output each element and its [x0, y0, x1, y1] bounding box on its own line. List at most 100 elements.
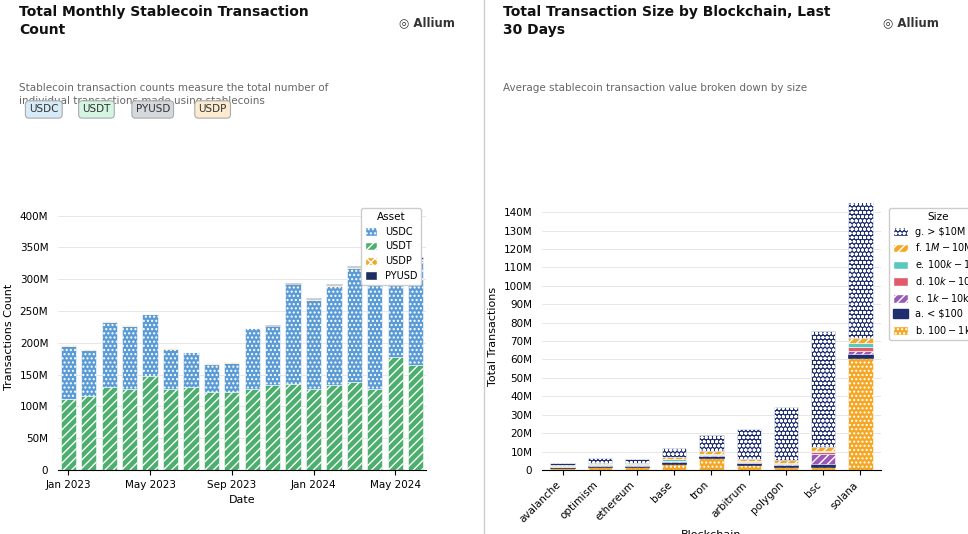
- Bar: [61, 399, 76, 470]
- Bar: [811, 452, 835, 454]
- Bar: [811, 465, 835, 467]
- Bar: [811, 451, 835, 452]
- Bar: [588, 462, 612, 464]
- Bar: [286, 283, 301, 284]
- Bar: [245, 328, 259, 389]
- Bar: [551, 465, 575, 466]
- Bar: [326, 284, 342, 285]
- Bar: [811, 467, 835, 470]
- Bar: [625, 459, 650, 462]
- Text: Total Monthly Stablecoin Transaction
Count: Total Monthly Stablecoin Transaction Cou…: [19, 5, 309, 37]
- Bar: [662, 462, 686, 464]
- Bar: [245, 389, 259, 470]
- Bar: [588, 458, 612, 462]
- Bar: [699, 451, 724, 454]
- X-axis label: Blockchain: Blockchain: [681, 530, 741, 534]
- Bar: [326, 386, 342, 470]
- Text: Total Transaction Size by Blockchain, Last
30 Days: Total Transaction Size by Blockchain, La…: [503, 5, 831, 37]
- Bar: [625, 464, 650, 465]
- Bar: [625, 467, 650, 470]
- Bar: [588, 464, 612, 465]
- Text: ◎ Allium: ◎ Allium: [399, 16, 455, 29]
- Text: USDC: USDC: [29, 105, 58, 114]
- Bar: [588, 467, 612, 470]
- Bar: [848, 338, 872, 343]
- Bar: [737, 462, 761, 463]
- Bar: [163, 389, 178, 470]
- Text: PYUSD: PYUSD: [136, 105, 170, 114]
- Bar: [367, 277, 382, 278]
- Text: ◎ Allium: ◎ Allium: [883, 16, 939, 29]
- Bar: [102, 321, 117, 322]
- Bar: [848, 103, 872, 338]
- Bar: [848, 354, 872, 358]
- Bar: [811, 331, 835, 447]
- Bar: [408, 365, 423, 470]
- Bar: [662, 460, 686, 461]
- Bar: [737, 463, 761, 464]
- Bar: [625, 465, 650, 466]
- Legend: g. > $10M, f. $1M - $10M, e. $100k - $1M, d. $10k - $100k, c. $1k - $10k, a. < $: g. > $10M, f. $1M - $10M, e. $100k - $1M…: [890, 208, 968, 340]
- Y-axis label: Total Transactions: Total Transactions: [488, 287, 499, 386]
- Bar: [81, 396, 97, 470]
- Bar: [848, 348, 872, 351]
- Bar: [61, 345, 76, 346]
- Bar: [773, 463, 798, 464]
- Bar: [122, 326, 137, 389]
- Bar: [326, 285, 342, 286]
- Bar: [163, 349, 178, 389]
- Bar: [81, 349, 97, 350]
- Bar: [367, 389, 382, 470]
- Bar: [625, 462, 650, 464]
- Bar: [625, 466, 650, 467]
- Bar: [265, 386, 281, 470]
- Bar: [551, 468, 575, 470]
- Bar: [737, 464, 761, 465]
- Bar: [367, 276, 382, 277]
- Bar: [347, 266, 362, 267]
- Bar: [737, 459, 761, 461]
- Bar: [848, 351, 872, 354]
- Bar: [122, 325, 137, 326]
- Bar: [286, 284, 301, 384]
- Bar: [737, 429, 761, 459]
- Bar: [183, 352, 198, 387]
- Legend: USDC, USDT, USDP, PYUSD: USDC, USDT, USDP, PYUSD: [361, 208, 421, 285]
- Bar: [122, 389, 137, 470]
- Bar: [737, 461, 761, 462]
- Bar: [225, 363, 239, 392]
- Bar: [408, 260, 423, 365]
- Bar: [387, 222, 403, 357]
- Bar: [225, 392, 239, 470]
- Bar: [588, 466, 612, 467]
- Bar: [326, 286, 342, 386]
- Bar: [102, 322, 117, 387]
- Bar: [142, 376, 158, 470]
- Bar: [662, 461, 686, 462]
- Y-axis label: Transactions Count: Transactions Count: [4, 284, 15, 389]
- Bar: [773, 464, 798, 465]
- Bar: [286, 384, 301, 470]
- Bar: [699, 435, 724, 451]
- Bar: [551, 463, 575, 465]
- Bar: [408, 257, 423, 260]
- Bar: [848, 358, 872, 470]
- Bar: [245, 327, 259, 328]
- Bar: [306, 299, 321, 300]
- Text: USDP: USDP: [198, 105, 227, 114]
- Bar: [203, 364, 219, 392]
- Bar: [588, 465, 612, 466]
- Bar: [347, 268, 362, 382]
- X-axis label: Date: Date: [228, 495, 256, 505]
- Bar: [551, 466, 575, 467]
- Bar: [265, 325, 281, 326]
- Bar: [773, 465, 798, 467]
- Bar: [773, 467, 798, 470]
- Bar: [347, 382, 362, 470]
- Bar: [662, 459, 686, 460]
- Bar: [848, 343, 872, 348]
- Bar: [183, 387, 198, 470]
- Bar: [662, 464, 686, 470]
- Bar: [699, 455, 724, 456]
- Bar: [306, 300, 321, 389]
